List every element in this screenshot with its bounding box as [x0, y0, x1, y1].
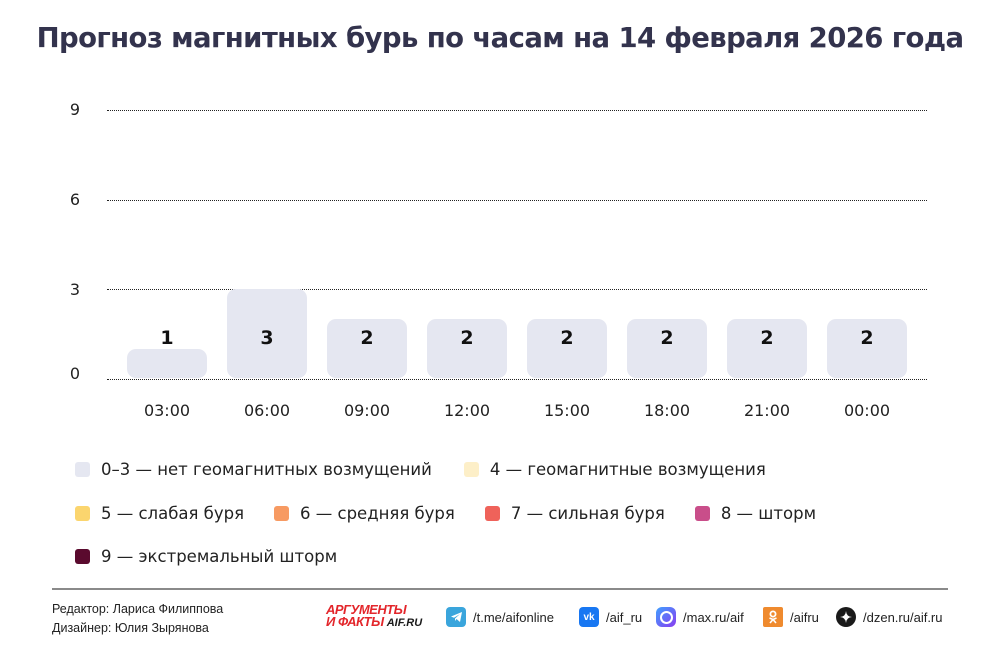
bar [527, 319, 607, 378]
logo-line1: АРГУМЕНТЫ [326, 602, 407, 617]
max-icon [656, 607, 676, 627]
social-label: /dzen.ru/aif.ru [863, 609, 943, 625]
legend-label: 9 — экстремальный шторм [101, 547, 338, 566]
chart-title: Прогноз магнитных бурь по часам на 14 фе… [36, 22, 964, 54]
legend-row: 5 — слабая буря 6 — средняя буря 7 — сил… [75, 504, 846, 523]
gridline-6 [107, 200, 927, 201]
bar-value-label: 2 [460, 327, 474, 349]
vk-icon: vk [579, 607, 599, 627]
bar-chart: 9 6 3 0 1 03:00 3 06:00 2 09:00 2 12:00 2 15:00 2 1… [69, 100, 927, 420]
y-tick-label: 9 [69, 100, 81, 119]
y-tick-label: 3 [69, 280, 81, 299]
y-tick-label: 6 [69, 190, 81, 209]
legend-item: 4 — геомагнитные возмущения [463, 460, 766, 479]
bar-value-label: 2 [360, 327, 374, 349]
logo-line2: И ФАКТЫ [326, 614, 384, 629]
editor-credit: Редактор: Лариса Филиппова [52, 602, 224, 616]
legend-item: 5 — слабая буря [75, 504, 244, 523]
legend-label: 5 — слабая буря [101, 504, 245, 523]
x-tick-label: 15:00 [543, 401, 591, 420]
bar-value-label: 2 [560, 327, 574, 349]
telegram-icon [446, 607, 466, 627]
bar [827, 319, 907, 378]
legend-swatch-icon [463, 462, 479, 477]
bar [427, 319, 507, 378]
legend-label: 7 — сильная буря [510, 504, 665, 523]
social-label: /aifru [790, 609, 819, 625]
bar [127, 349, 207, 378]
social-link-ok[interactable]: /aifru [763, 607, 819, 627]
bar-value-label: 1 [160, 327, 174, 349]
logo-site: AIF.RU [386, 617, 423, 629]
social-label: /aif_ru [606, 609, 643, 625]
x-tick-label: 18:00 [643, 401, 691, 420]
legend-row: 0–3 — нет геомагнитных возмущений 4 — ге… [75, 460, 796, 479]
credits: Редактор: Лариса Филиппова Дизайнер: Юли… [52, 600, 223, 638]
bar [727, 319, 807, 378]
legend-label: 0–3 — нет геомагнитных возмущений [101, 460, 432, 479]
social-label: /t.me/aifonline [473, 609, 554, 625]
gridline-0 [107, 379, 927, 380]
legend-label: 8 — шторм [720, 504, 817, 523]
legend-item: 8 — шторм [694, 504, 817, 523]
legend-item: 6 — средняя буря [274, 504, 455, 523]
aif-logo[interactable]: АРГУМЕНТЫ И ФАКТЫ AIF.RU [326, 602, 436, 632]
bar-value-label: 2 [660, 327, 674, 349]
social-link-max[interactable]: /max.ru/aif [656, 607, 744, 627]
x-tick-label: 21:00 [743, 401, 791, 420]
x-tick-label: 03:00 [143, 401, 191, 420]
legend-swatch-icon [75, 462, 90, 477]
legend-label: 4 — геомагнитные возмущения [489, 460, 766, 479]
designer-credit: Дизайнер: Юлия Зырянова [52, 621, 209, 635]
legend-label: 6 — средняя буря [300, 504, 455, 523]
x-tick-label: 09:00 [343, 401, 391, 420]
footer-divider [52, 588, 948, 590]
legend-swatch-icon [75, 549, 90, 564]
dzen-icon [836, 607, 856, 627]
gridline-3 [107, 289, 927, 290]
legend-row: 9 — экстремальный шторм [75, 547, 367, 566]
legend-item: 0–3 — нет геомагнитных возмущений [75, 460, 432, 479]
bar [227, 289, 307, 378]
social-link-vk[interactable]: vk /aif_ru [579, 607, 642, 627]
legend-item: 7 — сильная буря [484, 504, 665, 523]
x-tick-label: 00:00 [843, 401, 891, 420]
bar-value-label: 2 [860, 327, 874, 349]
legend-item: 9 — экстремальный шторм [75, 547, 337, 566]
legend-swatch-icon [75, 506, 90, 521]
social-link-telegram[interactable]: /t.me/aifonline [446, 607, 554, 627]
bar [627, 319, 707, 378]
social-link-dzen[interactable]: /dzen.ru/aif.ru [836, 607, 943, 627]
odnoklassniki-icon [763, 607, 783, 627]
social-label: /max.ru/aif [683, 609, 744, 625]
x-tick-label: 12:00 [443, 401, 491, 420]
legend-swatch-icon [274, 506, 290, 521]
legend-swatch-icon [694, 506, 710, 521]
gridline-9 [107, 110, 927, 111]
y-tick-label: 0 [69, 364, 81, 383]
bar [327, 319, 407, 378]
x-tick-label: 06:00 [243, 401, 291, 420]
legend-swatch-icon [484, 506, 500, 521]
bar-value-label: 3 [260, 327, 274, 349]
bar-value-label: 2 [760, 327, 774, 349]
